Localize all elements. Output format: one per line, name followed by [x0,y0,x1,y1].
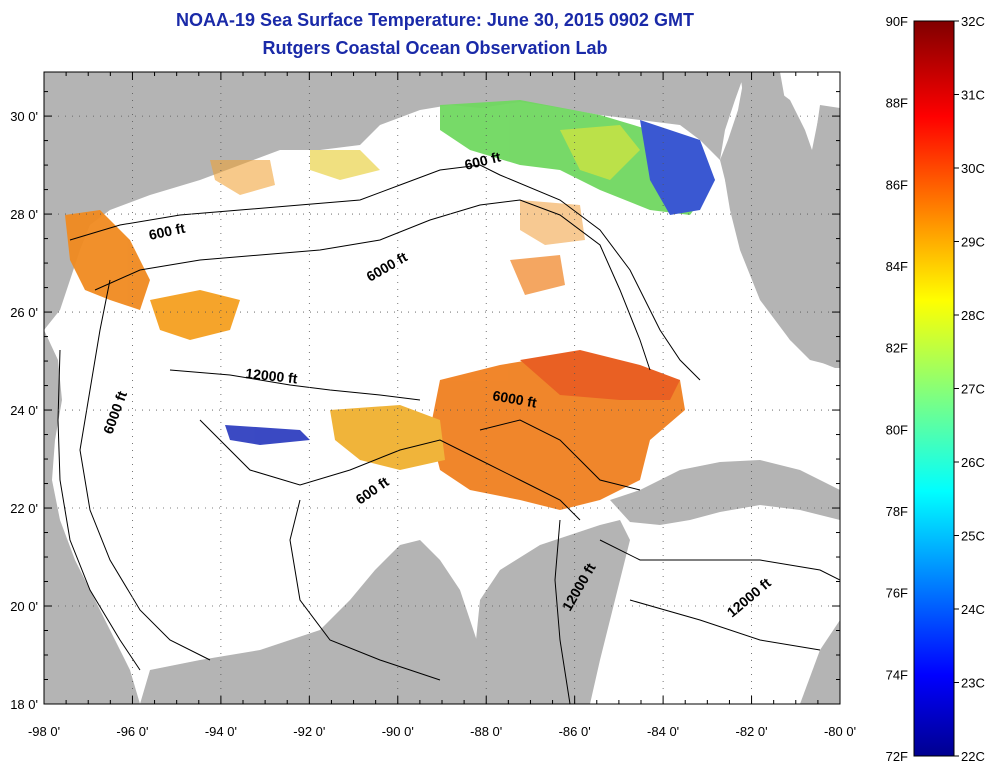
colorbar: 90F 88F 86F 84F 82F 80F 78F 76F 74F 72F 32C 31C 30C… [886,14,985,764]
colorbar-c-label: 29C [961,235,985,250]
lon-axis-labels: -98 0' -96 0' -94 0' -92 0' -90 0' -88 0' -86 … [28,724,856,739]
colorbar-c-labels: 32C 31C 30C 29C 28C 27C 26C 25C 24C 23C 22C [954,14,985,764]
colorbar-f-label: 88F [886,96,908,111]
lat-tick-label: 22 0' [10,501,38,516]
land-us-coast [44,72,840,368]
colorbar-c-label: 30C [961,161,985,176]
lon-tick-label: -96 0' [116,724,148,739]
colorbar-f-label: 74F [886,667,908,682]
land-southeast [800,620,840,704]
lon-tick-label: -84 0' [647,724,679,739]
colorbar-f-label: 82F [886,341,908,356]
colorbar-gradient [913,20,955,757]
colorbar-f-label: 72F [886,749,908,764]
colorbar-c-label: 22C [961,749,985,764]
sst-data [65,100,715,510]
bathymetry-contours [57,164,840,704]
lon-tick-label: -88 0' [470,724,502,739]
colorbar-f-label: 90F [886,14,908,29]
land-florida [720,72,840,368]
lat-tick-label: 24 0' [10,403,38,418]
colorbar-f-label: 76F [886,586,908,601]
lat-tick-label: 20 0' [10,599,38,614]
map-title: NOAA-19 Sea Surface Temperature: June 30… [176,10,694,30]
contour-label: 6000 ft [491,387,538,411]
colorbar-f-labels: 90F 88F 86F 84F 82F 80F 78F 76F 74F 72F [886,14,908,764]
colorbar-c-label: 31C [961,88,985,103]
lon-tick-label: -86 0' [559,724,591,739]
land-mexico [44,330,490,704]
lon-tick-label: -90 0' [382,724,414,739]
colorbar-c-label: 28C [961,308,985,323]
colorbar-c-label: 26C [961,455,985,470]
contour-label: 600 ft [147,220,186,243]
lat-tick-label: 26 0' [10,305,38,320]
colorbar-f-label: 80F [886,422,908,437]
lat-tick-label: 28 0' [10,207,38,222]
lat-axis-labels: 30 0' 28 0' 26 0' 24 0' 22 0' 20 0' 18 0' [10,109,38,712]
graticule [44,72,840,704]
axis-ticks [43,72,841,705]
lon-tick-label: -80 0' [824,724,856,739]
lon-tick-label: -82 0' [735,724,767,739]
land-cuba [610,460,840,525]
lat-tick-label: 30 0' [10,109,38,124]
lat-tick-label: 18 0' [10,697,38,712]
colorbar-f-label: 84F [886,259,908,274]
colorbar-f-label: 78F [886,504,908,519]
sst-map: 600 ft 600 ft 6000 ft 6000 ft 12000 ft 6… [10,71,856,739]
colorbar-c-label: 23C [961,676,985,691]
land-yucatan [470,520,630,704]
contour-label: 12000 ft [245,365,299,386]
map-subtitle: Rutgers Coastal Ocean Observation Lab [262,38,608,58]
lon-tick-label: -98 0' [28,724,60,739]
lon-tick-label: -92 0' [293,724,325,739]
colorbar-f-label: 86F [886,177,908,192]
colorbar-c-label: 27C [961,382,985,397]
colorbar-c-label: 25C [961,529,985,544]
lon-tick-label: -94 0' [205,724,237,739]
colorbar-c-label: 24C [961,602,985,617]
colorbar-c-label: 32C [961,14,985,29]
